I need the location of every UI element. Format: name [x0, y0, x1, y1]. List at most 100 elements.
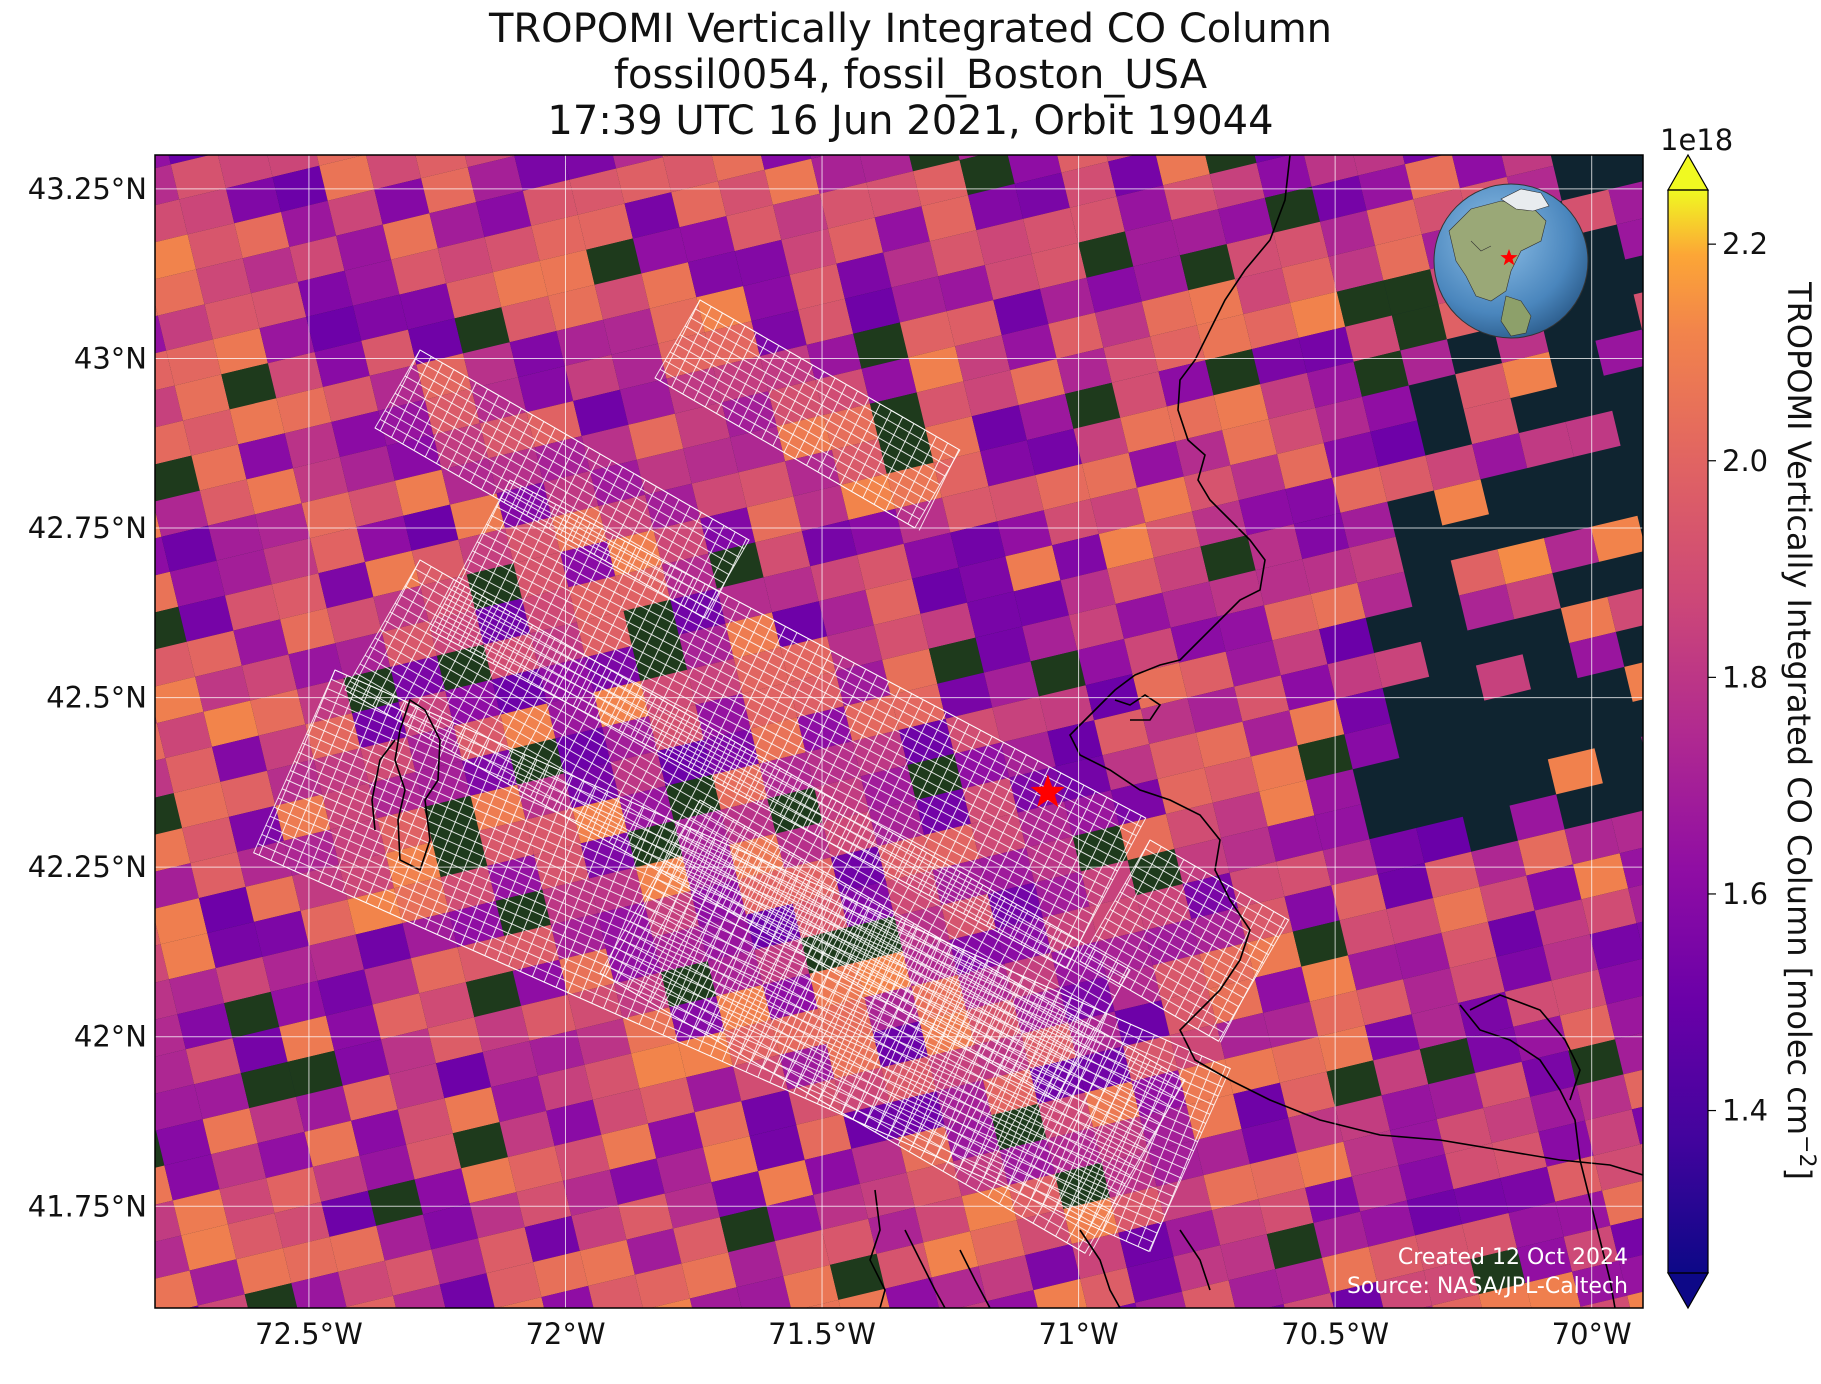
co-pixel — [155, 490, 209, 537]
co-pixel — [488, 447, 544, 494]
co-pixel — [876, 1242, 932, 1289]
co-pixel — [454, 307, 510, 354]
co-pixel — [1217, 605, 1273, 652]
co-pixel — [1415, 1224, 1471, 1271]
co-pixel — [1472, 433, 1528, 480]
colorbar-tick-label: 2.0 — [1722, 444, 1768, 478]
co-pixel — [1501, 155, 1554, 177]
co-pixel — [1280, 664, 1336, 711]
co-pixel — [244, 1283, 298, 1308]
co-pixel — [1192, 500, 1248, 547]
co-pixel — [553, 99, 608, 145]
colorbar-tick-label: 1.8 — [1722, 660, 1768, 694]
co-pixel — [1080, 1267, 1136, 1308]
co-pixel — [155, 199, 188, 243]
co-pixel — [1055, 755, 1111, 802]
co-pixel — [267, 759, 323, 806]
co-pixel — [155, 676, 204, 724]
co-pixel — [618, 1193, 674, 1240]
co-pixel — [852, 730, 908, 777]
co-pixel — [1229, 861, 1285, 908]
co-pixel — [738, 461, 794, 508]
co-pixel — [1534, 899, 1590, 946]
co-pixel — [980, 440, 1036, 487]
co-pixel — [1581, 888, 1637, 935]
co-pixel — [1424, 851, 1480, 898]
co-pixel — [1461, 1213, 1517, 1260]
co-pixel — [155, 944, 169, 983]
co-pixel — [730, 426, 786, 473]
co-pixel — [1221, 826, 1277, 873]
co-pixel — [1267, 1304, 1285, 1308]
co-pixel — [391, 248, 447, 295]
longitude-ticks: 72.5°W 72°W 71.5°W 71°W 70.5°W 70°W — [255, 1317, 1632, 1351]
co-pixel — [925, 416, 981, 463]
co-pixel — [474, 1005, 530, 1053]
co-pixel — [1204, 756, 1260, 803]
co-pixel — [992, 696, 1048, 743]
co-pixel — [746, 496, 802, 543]
co-pixel — [913, 160, 968, 207]
co-pixel — [1322, 839, 1378, 886]
co-pixel — [1188, 279, 1244, 326]
co-pixel — [267, 155, 320, 177]
co-pixel — [1295, 106, 1350, 152]
co-pixel — [1310, 582, 1366, 630]
co-pixel — [215, 956, 271, 1004]
co-pixel — [817, 997, 873, 1044]
co-pixel — [251, 282, 307, 329]
co-pixel — [622, 1007, 678, 1054]
co-pixel — [1373, 1049, 1429, 1096]
co-pixel — [890, 683, 946, 730]
co-pixel — [1335, 1095, 1390, 1142]
co-pixel — [1149, 732, 1205, 779]
co-pixel — [1319, 617, 1375, 665]
co-pixel — [603, 308, 659, 355]
co-pixel — [1098, 522, 1154, 569]
co-pixel — [304, 1120, 360, 1167]
co-pixel — [958, 1301, 989, 1308]
co-pixel — [347, 888, 403, 935]
co-pixel — [359, 1144, 415, 1191]
co-pixel — [634, 1263, 690, 1308]
co-pixel — [155, 155, 171, 169]
co-pixel — [970, 1220, 1026, 1267]
co-pixel — [1381, 1084, 1437, 1131]
co-pixel — [467, 155, 523, 203]
colorbar-tick-label: 2.2 — [1722, 227, 1768, 261]
co-pixel — [1250, 1152, 1306, 1200]
co-pixel — [968, 183, 1024, 231]
co-pixel — [524, 1215, 580, 1263]
co-pixel — [1090, 487, 1146, 534]
co-pixel — [1135, 1291, 1186, 1308]
co-pixel — [155, 1270, 198, 1308]
co-pixel — [1433, 886, 1488, 933]
co-pixel — [1445, 1143, 1501, 1190]
co-pixel — [282, 1236, 338, 1284]
co-pixel — [155, 1049, 195, 1094]
co-pixel — [458, 528, 514, 575]
co-pixel — [844, 287, 900, 334]
co-pixel — [882, 648, 938, 695]
co-pixel — [647, 1112, 703, 1159]
co-pixel — [763, 566, 819, 613]
co-pixel — [921, 195, 977, 242]
colorbar-label-end: ] — [1780, 1167, 1818, 1179]
co-pixel — [284, 422, 340, 469]
co-pixel — [289, 235, 345, 282]
co-pixel — [1406, 1189, 1462, 1236]
co-pixel — [1228, 1269, 1284, 1308]
co-pixel — [1432, 1294, 1482, 1308]
colorbar-extend-max — [1666, 153, 1710, 191]
co-pixel — [186, 630, 242, 677]
lat-tick-label: 42.5°N — [46, 681, 147, 715]
co-pixel — [1124, 627, 1179, 674]
co-pixel — [734, 239, 790, 287]
co-pixel — [1212, 791, 1268, 838]
co-pixel — [496, 482, 552, 529]
co-pixel — [203, 700, 259, 747]
co-pixel — [593, 681, 649, 728]
co-pixel — [155, 1235, 190, 1279]
co-pixel — [958, 556, 1014, 603]
